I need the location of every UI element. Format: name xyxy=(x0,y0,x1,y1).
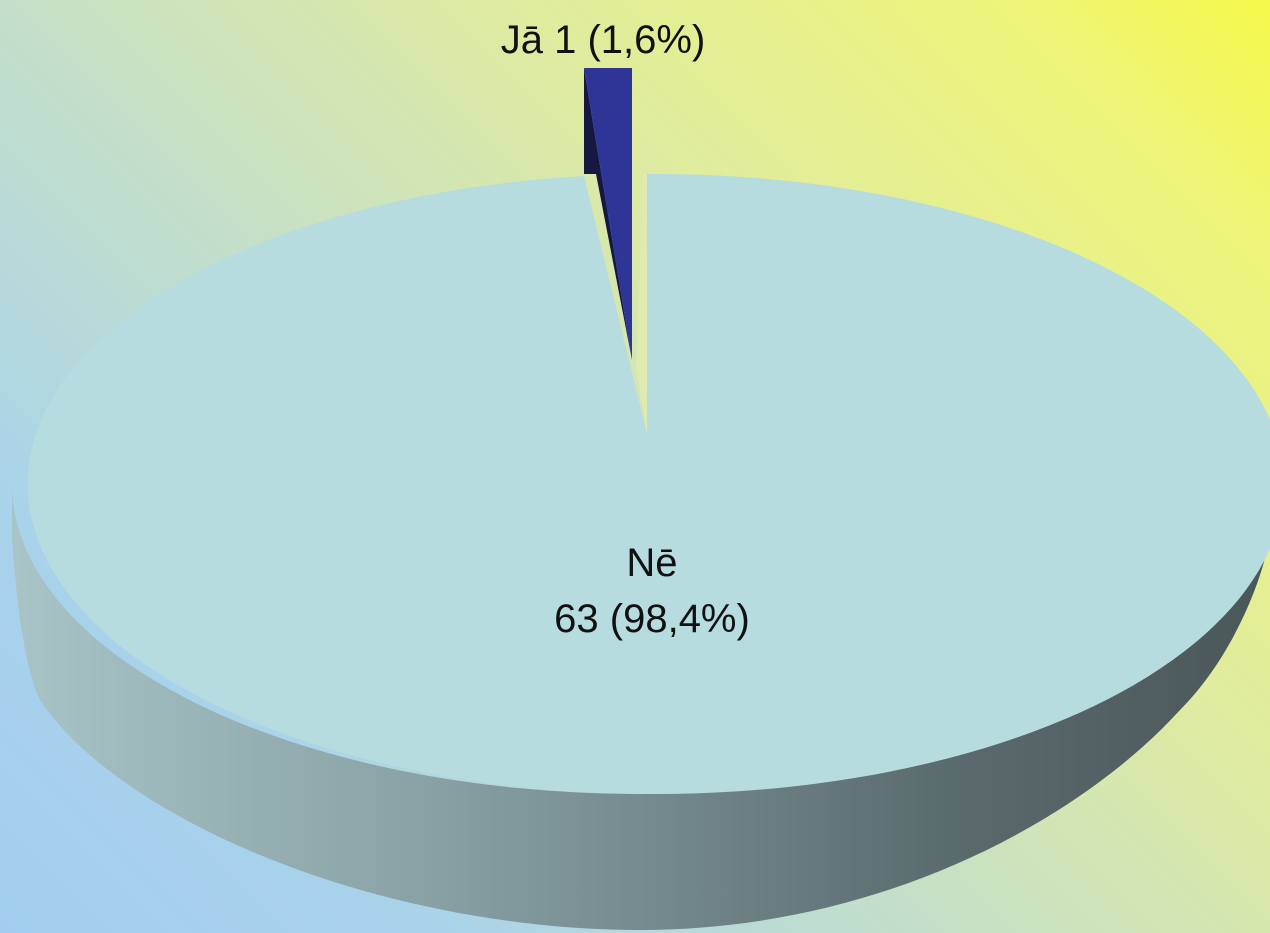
slice-ja-label: Jā 1 (1,6%) xyxy=(501,18,706,62)
slice-gap xyxy=(636,174,647,434)
slice-ne-label-value: 63 (98,4%) xyxy=(554,597,750,641)
slice-ja xyxy=(584,68,632,360)
slice-ne xyxy=(27,173,1270,794)
slice-ne-label-name: Nē xyxy=(626,541,677,585)
slice-ne-side xyxy=(12,484,1268,930)
